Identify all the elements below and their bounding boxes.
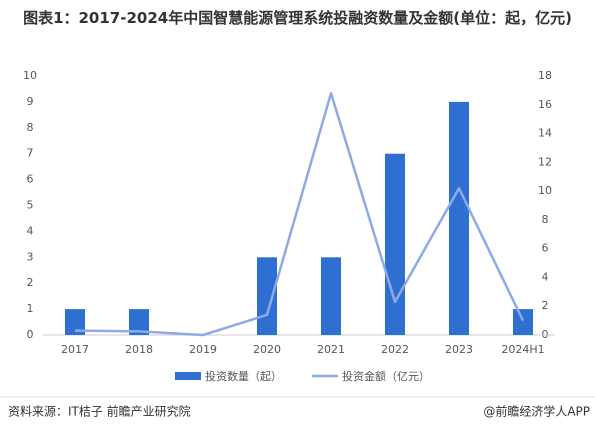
y-tick-label: 1 [27,302,34,315]
y2-tick-label: 14 [538,127,552,140]
bar [513,309,533,335]
y2-tick-label: 18 [538,69,552,82]
legend-label: 投资金额（亿元） [342,369,430,383]
y2-tick-label: 16 [538,98,552,111]
y2-tick-label: 12 [538,155,552,168]
y-tick-label: 4 [27,224,34,237]
y-tick-label: 8 [27,121,34,134]
bar [449,101,469,336]
source: 资料来源：IT桔子 前瞻产业研究院 [8,404,191,419]
bar [385,153,405,335]
y-tick-label: 2 [27,276,34,289]
legend-label: 投资数量（起） [205,369,282,383]
line [74,92,525,337]
chart-title: 图表1：2017-2024年中国智慧能源管理系统投融资数量及金额(单位：起，亿元… [23,9,572,27]
x-tick-label: 2024H1 [501,343,544,356]
x-tick-label: 2021 [317,343,345,356]
y2-tick-label: 2 [542,299,549,312]
bar [321,257,341,335]
y-tick-label: 9 [27,95,34,108]
y-tick-label: 0 [27,328,34,341]
bar [65,309,85,335]
y-tick-label: 3 [27,250,34,263]
y2-tick-label: 8 [542,213,549,226]
x-tick-label: 2023 [445,343,473,356]
y-tick-label: 5 [27,199,34,212]
y-tick-label: 7 [27,147,34,160]
credit: @前瞻经济学人APP [483,404,590,419]
y2-tick-label: 6 [542,242,549,255]
x-tick-label: 2017 [61,343,89,356]
y2-tick-label: 10 [538,184,552,197]
y-tick-label: 10 [23,69,37,82]
y-tick-label: 6 [27,173,34,186]
x-tick-label: 2022 [381,343,409,356]
bar [129,309,149,335]
x-tick-label: 2019 [189,343,217,356]
y2-tick-label: 4 [542,270,549,283]
bar [257,257,277,335]
legend-swatch [175,372,201,380]
x-tick-label: 2020 [253,343,281,356]
x-tick-label: 2018 [125,343,153,356]
